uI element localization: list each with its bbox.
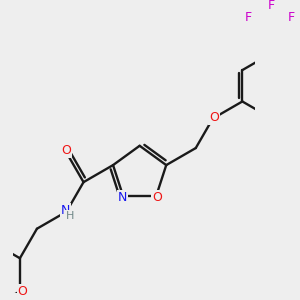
Text: O: O	[209, 111, 219, 124]
Text: O: O	[61, 144, 71, 157]
Text: F: F	[244, 11, 252, 24]
Text: O: O	[152, 191, 162, 204]
Text: O: O	[18, 285, 28, 298]
Text: N: N	[61, 204, 70, 217]
Text: F: F	[268, 0, 275, 12]
Text: F: F	[287, 11, 295, 24]
Text: N: N	[117, 191, 127, 204]
Text: H: H	[66, 211, 75, 220]
